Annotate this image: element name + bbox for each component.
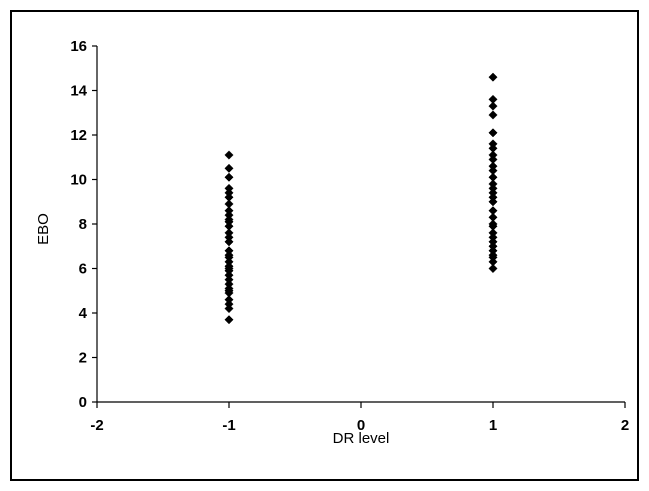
y-tick-label: 14 <box>70 83 87 100</box>
y-tick-label: 2 <box>79 350 87 367</box>
data-point <box>488 110 498 120</box>
y-tick-label: 12 <box>70 127 87 144</box>
y-tick-label: 8 <box>79 216 87 233</box>
data-point <box>488 219 498 229</box>
x-tick-label: -1 <box>222 417 235 434</box>
data-point <box>488 128 498 138</box>
data-point <box>224 232 234 242</box>
data-point <box>224 188 234 198</box>
y-tick-label: 4 <box>79 305 88 322</box>
x-tick-label: -2 <box>90 417 103 434</box>
data-point <box>488 72 498 82</box>
data-point <box>488 263 498 274</box>
y-tick-label: 10 <box>70 172 87 189</box>
data-point <box>224 315 234 325</box>
y-tick-label: 0 <box>79 394 87 411</box>
data-points <box>224 72 498 325</box>
data-point <box>224 263 234 274</box>
x-tick-label: 1 <box>489 417 497 434</box>
data-point <box>224 250 234 260</box>
x-axis-title: DR level <box>333 430 390 447</box>
x-tick-label: 0 <box>357 417 365 434</box>
data-point <box>224 303 234 314</box>
data-point <box>224 286 234 296</box>
tick-marks <box>92 45 626 408</box>
y-axis-title: EBO <box>35 213 52 245</box>
y-tick-label: 16 <box>70 38 87 55</box>
x-tick-label: 2 <box>621 417 629 434</box>
data-point <box>488 192 498 202</box>
data-point <box>224 150 234 160</box>
data-point <box>488 150 498 160</box>
data-point <box>224 172 234 182</box>
y-tick-label: 6 <box>79 261 87 278</box>
data-point <box>224 214 234 225</box>
data-point <box>224 163 234 173</box>
data-point <box>488 101 498 111</box>
axes <box>96 46 625 403</box>
